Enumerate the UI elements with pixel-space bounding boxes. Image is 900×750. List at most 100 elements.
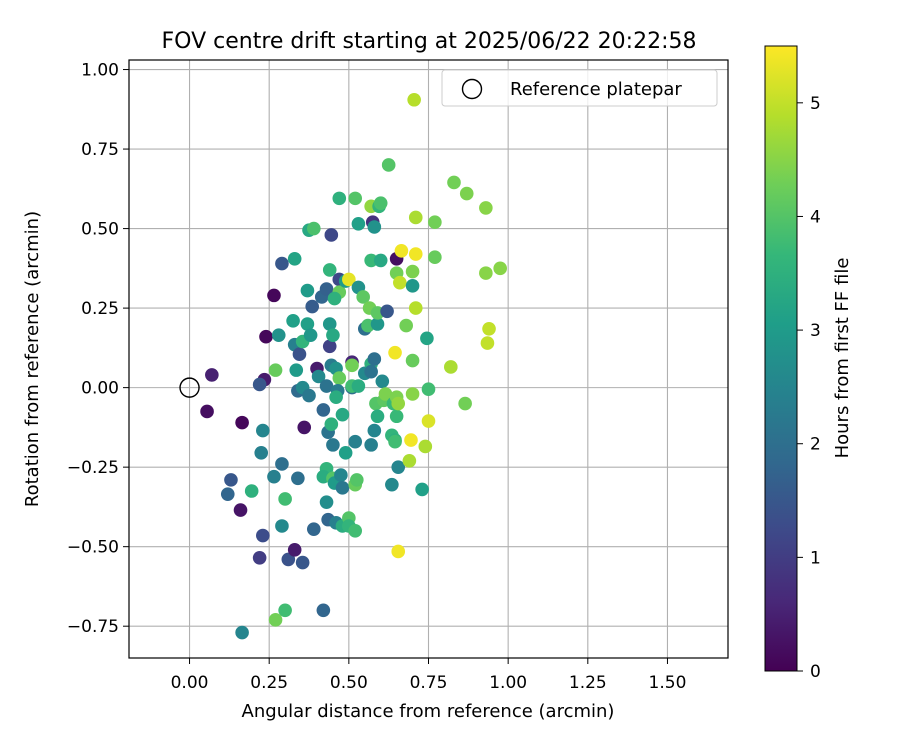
y-tick-label: −0.75 [67, 617, 119, 637]
scatter-point [327, 291, 342, 306]
scatter-point [459, 186, 474, 201]
y-tick-label: −0.50 [67, 538, 119, 558]
scatter-point [378, 387, 393, 401]
scatter-point [351, 217, 366, 231]
scatter-point [428, 250, 442, 265]
scatter-point [326, 438, 340, 452]
scatter-point [220, 487, 235, 501]
scatter-point [292, 347, 307, 362]
scatter-point [319, 379, 334, 393]
scatter-point [394, 244, 409, 258]
scatter-point [287, 252, 302, 266]
scatter-point [324, 417, 339, 432]
scatter-point [297, 420, 312, 435]
scatter-point [444, 360, 458, 374]
y-tick-label: −0.25 [67, 458, 119, 478]
scatter-point [381, 158, 396, 172]
scatter-point [335, 481, 350, 495]
scatter-point [271, 328, 286, 342]
scatter-point [348, 434, 363, 449]
scatter-point [252, 377, 267, 392]
scatter-point [388, 434, 402, 449]
scatter-point [367, 423, 382, 438]
scatter-point [408, 301, 423, 315]
colorbar-tick-label: 5 [810, 94, 821, 114]
scatter-point [233, 503, 248, 517]
scatter-point [380, 304, 394, 319]
colorbar-tick-label: 1 [810, 548, 821, 568]
scatter-point [256, 528, 270, 543]
scatter-point [391, 460, 406, 474]
colorbar-gradient [764, 45, 798, 672]
scatter-point [388, 345, 402, 360]
scatter-point [326, 328, 340, 342]
scatter-point [356, 290, 370, 304]
scatter-point [399, 318, 413, 333]
scatter-point [289, 363, 304, 377]
legend-label: Reference platepar [510, 79, 682, 100]
scatter-point [405, 279, 420, 293]
scatter-point [319, 282, 334, 296]
colorbar-tick-label: 2 [810, 435, 821, 455]
scatter-point [404, 433, 418, 447]
scatter-point [428, 215, 442, 230]
scatter-point [311, 369, 326, 384]
scatter-point [364, 253, 378, 268]
scatter-point [458, 396, 472, 411]
scatter-point [256, 423, 270, 438]
scatter-point [235, 415, 249, 430]
y-tick-label: 0.25 [81, 299, 119, 319]
x-tick-label: 0.50 [330, 673, 368, 693]
scatter-point [295, 555, 310, 570]
scatter-point [322, 317, 337, 331]
scatter-point [303, 328, 318, 342]
scatter-point [391, 396, 406, 411]
y-tick-label: 1.00 [81, 61, 119, 81]
scatter-point [385, 477, 399, 492]
reference-platepar-marker [179, 377, 200, 398]
scatter-point [287, 543, 302, 557]
scatter-point [267, 288, 281, 303]
scatter-point [367, 220, 382, 234]
x-tick-label: 0.75 [410, 673, 448, 693]
scatter-point [316, 603, 331, 618]
scatter-point [268, 363, 283, 377]
plot-frame [128, 59, 729, 659]
scatter-point [405, 353, 420, 368]
scatter-point [480, 336, 495, 350]
x-tick-label: 1.25 [569, 673, 607, 693]
y-tick-label: 0.50 [81, 220, 119, 240]
scatter-point [278, 492, 292, 506]
scatter-point [405, 264, 420, 279]
scatter-point [275, 256, 289, 271]
scatter-point [350, 473, 364, 487]
chart-title: FOV centre drift starting at 2025/06/22 … [162, 29, 697, 54]
scatter-point [322, 263, 337, 277]
legend-open-circle-marker [461, 78, 483, 100]
scatter-point [389, 409, 404, 424]
scatter-point [447, 175, 461, 190]
scatter-point [373, 253, 388, 268]
scatter-point [322, 339, 337, 354]
scatter-point [278, 603, 292, 618]
scatter-point [418, 439, 433, 454]
scatter-point [200, 404, 214, 419]
scatter-point [375, 374, 390, 389]
scatter-point [402, 453, 417, 468]
x-axis-ticks: 0.00 0.25 0.50 0.75 1.00 1.25 1.50 [171, 658, 686, 693]
colorbar-tick-label: 0 [810, 662, 821, 682]
legend-box [441, 69, 718, 107]
scatter-point [364, 438, 378, 452]
scatter-point [291, 471, 305, 486]
scatter-point [302, 388, 316, 403]
scatter-point [329, 390, 343, 404]
scatter-point [421, 414, 436, 428]
scatter-point [267, 469, 281, 484]
scatter-point [391, 544, 406, 559]
x-tick-label: 0.00 [171, 673, 209, 693]
scatter-point [405, 387, 420, 401]
colorbar-label: Hours from first FF file [832, 258, 853, 459]
scatter-point [275, 519, 289, 533]
scatter-point [252, 551, 267, 565]
